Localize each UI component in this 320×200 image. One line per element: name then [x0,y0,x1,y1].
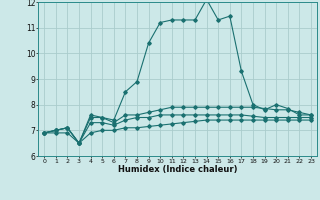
X-axis label: Humidex (Indice chaleur): Humidex (Indice chaleur) [118,165,237,174]
